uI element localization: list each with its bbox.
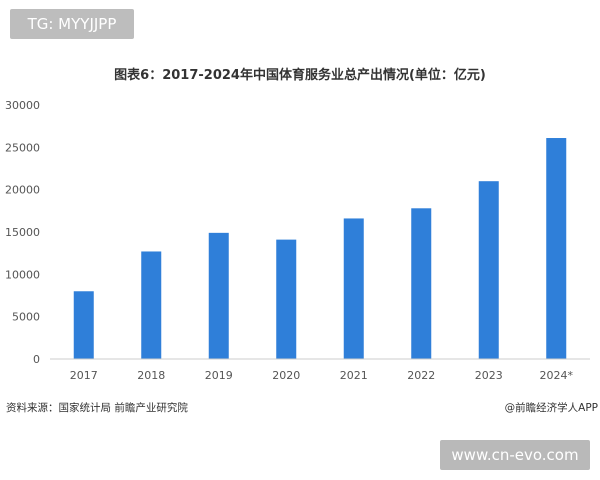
brand-note: @前瞻经济学人APP xyxy=(504,402,598,414)
watermark-tag-top: TG: MYYJJPP xyxy=(10,9,134,39)
y-tick-label: 0 xyxy=(33,353,40,366)
x-tick-label: 2021 xyxy=(340,369,368,382)
x-axis: 2017 2018 2019 2020 2021 2022 2023 2024* xyxy=(70,369,574,382)
y-tick-label: 20000 xyxy=(5,184,40,197)
bar-2019 xyxy=(208,232,229,359)
bar-2021 xyxy=(343,218,364,359)
bar-2024* xyxy=(546,138,567,359)
bar-2022 xyxy=(411,208,432,359)
x-tick-label: 2019 xyxy=(205,369,233,382)
bar-2017 xyxy=(73,291,94,359)
x-tick-label: 2020 xyxy=(272,369,300,382)
x-tick-label: 2018 xyxy=(137,369,165,382)
bar-2018 xyxy=(141,251,162,359)
chart-title: 图表6：2017-2024年中国体育服务业总产出情况(单位：亿元) xyxy=(114,68,486,83)
y-tick-label: 25000 xyxy=(5,141,40,154)
bar-2020 xyxy=(276,239,297,359)
y-tick-label: 30000 xyxy=(5,99,40,112)
y-tick-label: 5000 xyxy=(12,311,40,324)
y-axis: 0 5000 10000 15000 20000 25000 30000 xyxy=(5,99,40,366)
x-tick-label: 2023 xyxy=(475,369,503,382)
y-tick-label: 10000 xyxy=(5,268,40,281)
x-tick-label: 2022 xyxy=(407,369,435,382)
bars-group xyxy=(73,138,567,359)
source-note: 资料来源：国家统计局 前瞻产业研究院 xyxy=(6,402,188,414)
watermark-tag-bottom: www.cn-evo.com xyxy=(440,440,590,470)
y-tick-label: 15000 xyxy=(5,226,40,239)
bar-2023 xyxy=(478,181,499,359)
x-tick-label: 2024* xyxy=(540,369,574,382)
x-tick-label: 2017 xyxy=(70,369,98,382)
